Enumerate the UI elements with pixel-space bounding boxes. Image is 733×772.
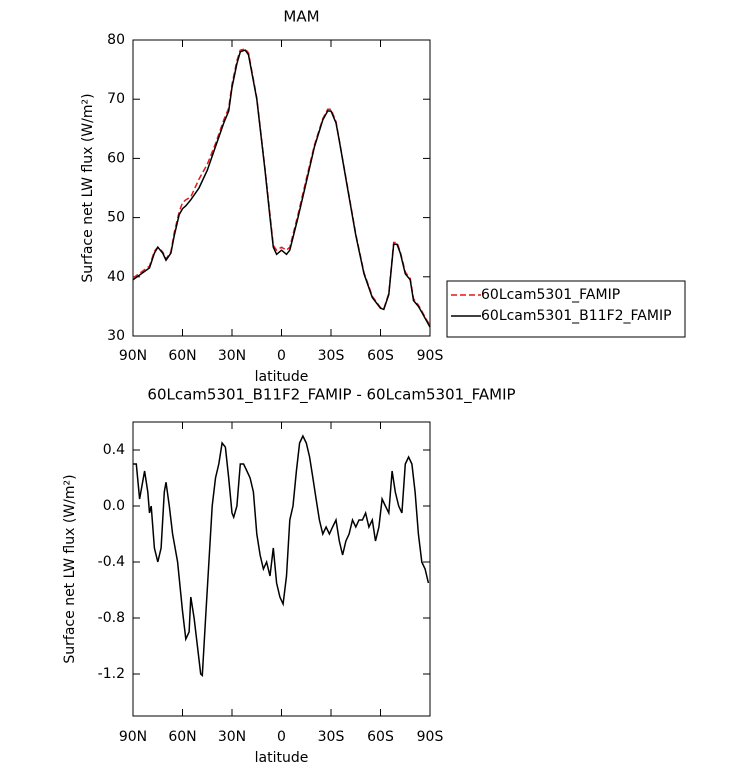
y-tick-label: 30 <box>107 328 125 344</box>
x-tick-label: 90N <box>119 348 147 364</box>
legend-label: 60Lcam5301_FAMIP <box>481 287 620 303</box>
y-tick-label: -0.4 <box>98 554 125 570</box>
x-tick-label: 30N <box>218 729 246 745</box>
y-tick-label: 0.0 <box>103 498 125 514</box>
x-tick-label: 90S <box>417 729 444 745</box>
x-tick-label: 0 <box>277 729 286 745</box>
data-line <box>132 48 431 326</box>
y-tick-label: 40 <box>107 269 125 285</box>
x-tick-label: 60N <box>168 729 196 745</box>
data-line <box>132 49 431 328</box>
x-tick-label: 30S <box>318 348 345 364</box>
chart-title: MAM <box>283 8 319 26</box>
y-axis-label: Surface net LW flux (W/m²) <box>62 474 78 663</box>
y-tick-label: 50 <box>107 210 125 226</box>
x-tick-label: 60S <box>367 729 394 745</box>
legend-box <box>446 280 686 338</box>
x-tick-label: 60S <box>367 348 394 364</box>
data-line <box>133 434 430 677</box>
plot-frame <box>132 39 431 337</box>
y-tick-label: 0.4 <box>103 442 125 458</box>
x-tick-label: 90S <box>417 348 444 364</box>
y-tick-label: 60 <box>107 150 125 166</box>
y-tick-label: 70 <box>107 91 125 107</box>
y-tick-label: -0.8 <box>98 610 125 626</box>
x-tick-label: 60N <box>168 348 196 364</box>
x-tick-label: 0 <box>277 348 286 364</box>
x-tick-label: 30N <box>218 348 246 364</box>
x-tick-label: 90N <box>119 729 147 745</box>
x-axis-label: latitude <box>255 369 309 385</box>
y-tick-label: -1.2 <box>98 666 125 682</box>
y-tick-label: 80 <box>107 32 125 48</box>
x-tick-label: 30S <box>318 729 345 745</box>
legend-label: 60Lcam5301_B11F2_FAMIP <box>481 308 672 324</box>
y-axis-label: Surface net LW flux (W/m²) <box>80 93 96 282</box>
x-axis-label: latitude <box>255 750 309 766</box>
chart-title: 60Lcam5301_B11F2_FAMIP - 60Lcam5301_FAMI… <box>147 386 515 405</box>
